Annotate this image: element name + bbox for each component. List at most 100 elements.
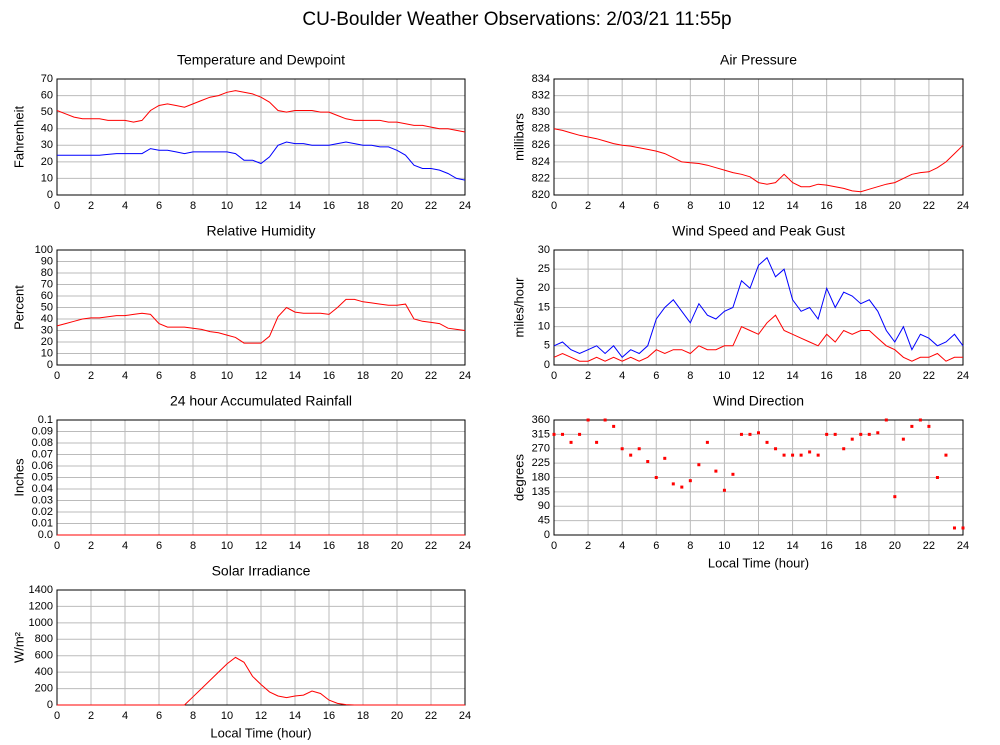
x-tick-label: 10 [718,370,730,382]
x-tick-label: 22 [425,200,437,212]
y-tick-label: 0.09 [32,425,53,437]
data-point [748,432,752,436]
x-tick-label: 20 [889,200,901,212]
y-tick-label: 826 [532,139,550,151]
x-tick-label: 0 [54,370,60,382]
x-tick-label: 4 [619,540,625,552]
y-tick-label: 0.04 [32,483,53,495]
data-line [56,90,466,133]
x-tick-label: 10 [221,200,233,212]
x-tick-label: 2 [88,710,94,722]
y-axis-label: degrees [511,454,526,501]
y-tick-label: 20 [41,336,53,348]
data-point [612,424,616,428]
y-tick-label: 820 [532,189,550,201]
y-tick-label: 828 [532,123,550,135]
y-tick-label: 822 [532,172,550,184]
x-tick-label: 16 [323,710,335,722]
x-tick-label: 0 [54,710,60,722]
x-tick-label: 4 [122,370,128,382]
y-tick-label: 225 [532,457,550,469]
data-point [893,495,897,499]
x-tick-label: 14 [786,370,798,382]
x-tick-label: 0 [551,540,557,552]
y-tick-label: 0.08 [32,437,53,449]
x-tick-label: 24 [459,370,471,382]
y-tick-label: 20 [538,282,550,294]
page-title: CU-Boulder Weather Observations: 2/03/21… [302,9,731,30]
x-tick-label: 6 [156,200,162,212]
data-point [799,453,803,457]
data-point [629,453,633,457]
data-point [884,418,888,422]
plot-frame [56,78,466,196]
data-point [680,485,684,489]
x-tick-label: 8 [190,540,196,552]
data-line [57,141,466,181]
data-point [910,424,914,428]
y-tick-label: 20 [41,156,53,168]
y-tick-label: 0 [47,189,53,201]
x-tick-label: 16 [821,200,833,212]
x-tick-label: 6 [653,540,659,552]
plot-frame [553,419,964,536]
x-tick-label: 12 [752,540,764,552]
data-point [816,453,820,457]
y-tick-label: 50 [41,106,53,118]
x-tick-label: 22 [923,370,935,382]
data-point [705,440,709,444]
data-point [578,432,582,436]
x-tick-label: 16 [323,200,335,212]
y-axis-label: Fahrenheit [11,106,26,169]
data-point [697,463,701,467]
y-tick-label: 80 [41,267,53,279]
x-tick-label: 0 [551,200,557,212]
y-tick-label: 40 [41,313,53,325]
y-tick-label: 10 [41,347,53,359]
x-tick-label: 18 [357,200,369,212]
x-tick-label: 14 [786,200,798,212]
data-line [553,128,964,193]
data-point [850,437,854,441]
y-tick-label: 60 [41,290,53,302]
x-tick-label: 24 [459,540,471,552]
y-tick-label: 70 [41,73,53,85]
y-tick-label: 0.07 [32,448,53,460]
x-tick-label: 8 [687,540,693,552]
x-tick-label: 4 [122,200,128,212]
chart-title: Air Pressure [720,52,797,68]
data-point [663,456,667,460]
x-tick-label: 4 [619,370,625,382]
x-tick-label: 14 [289,200,301,212]
x-tick-label: 18 [357,540,369,552]
data-point [952,526,956,530]
data-point [774,447,778,451]
data-point [765,440,769,444]
x-tick-label: 0 [551,370,557,382]
x-tick-label: 4 [619,200,625,212]
data-point [714,469,718,473]
data-point [637,447,641,451]
x-tick-label: 6 [653,200,659,212]
data-point [739,432,743,436]
x-tick-label: 8 [687,370,693,382]
data-point [552,432,556,436]
x-tick-label: 20 [889,540,901,552]
y-tick-label: 50 [41,301,53,313]
x-tick-label: 14 [289,540,301,552]
x-tick-label: 4 [122,540,128,552]
chart-panel: Wind Speed and Peak Gust miles/hour 0 5 10 15… [511,223,969,382]
data-point [782,453,786,457]
x-tick-label: 0 [54,540,60,552]
x-tick-label: 12 [752,200,764,212]
x-tick-label: 24 [459,200,471,212]
data-point [825,432,829,436]
y-tick-label: 315 [532,428,550,440]
chart-panel: 24 hour Accumulated RainfallInches0.00.0… [11,393,471,552]
x-tick-label: 18 [357,370,369,382]
x-tick-label: 6 [156,540,162,552]
y-tick-label: 90 [538,500,550,512]
y-tick-label: 824 [532,156,550,168]
